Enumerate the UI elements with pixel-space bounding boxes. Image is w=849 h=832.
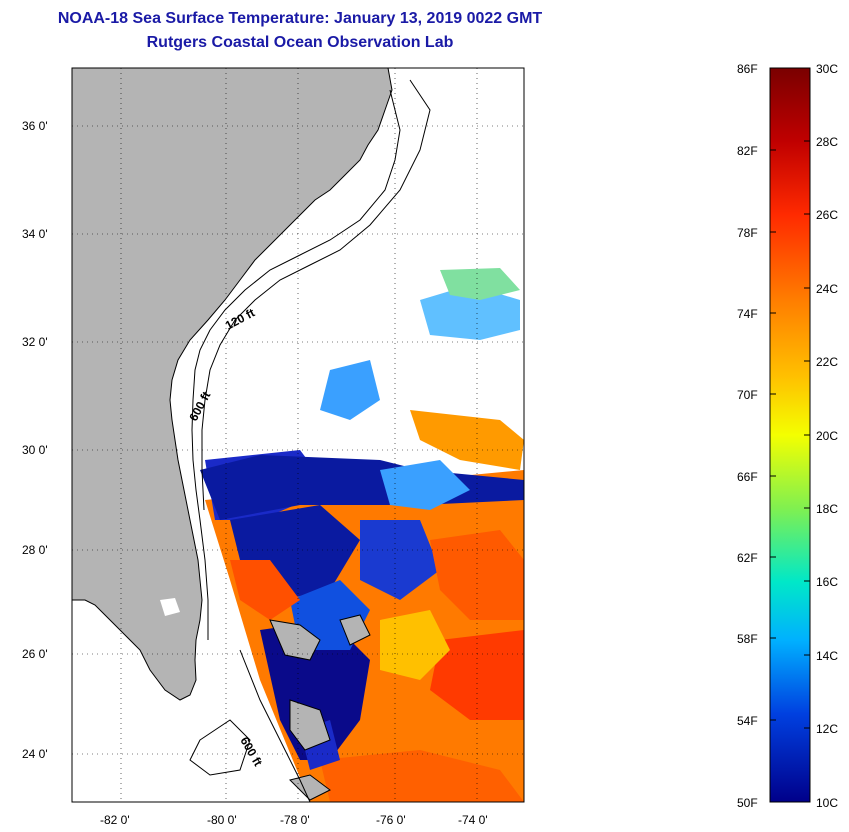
colorbar-c-label: 26C xyxy=(816,208,838,222)
lat-label: 24 0' xyxy=(22,747,48,761)
colorbar-c-label: 10C xyxy=(816,796,838,810)
land-mass xyxy=(72,68,393,701)
colorbar-c-label: 30C xyxy=(816,62,838,76)
lon-label: -80 0' xyxy=(207,813,237,827)
colorbar-c-label: 22C xyxy=(816,355,838,369)
lat-label: 36 0' xyxy=(22,119,48,133)
colorbar-f-label: 82F xyxy=(737,144,758,158)
lat-label: 28 0' xyxy=(22,543,48,557)
colorbar: 86F 82F 78F 74F 70F 66F 62F 58F 54F 50F … xyxy=(737,62,838,810)
colorbar-f-label: 62F xyxy=(737,551,758,565)
lon-label: -76 0' xyxy=(376,813,406,827)
colorbar-f-label: 86F xyxy=(737,62,758,76)
colorbar-c-label: 14C xyxy=(816,649,838,663)
lon-label: -82 0' xyxy=(100,813,130,827)
lat-label: 30 0' xyxy=(22,443,48,457)
colorbar-f-label: 50F xyxy=(737,796,758,810)
lon-label: -74 0' xyxy=(458,813,488,827)
colorbar-f-label: 58F xyxy=(737,632,758,646)
lat-label: 26 0' xyxy=(22,647,48,661)
colorbar-scale xyxy=(769,67,811,803)
colorbar-f-label: 54F xyxy=(737,714,758,728)
colorbar-c-label: 12C xyxy=(816,722,838,736)
colorbar-f-label: 74F xyxy=(737,307,758,321)
colorbar-c-label: 28C xyxy=(816,135,838,149)
colorbar-f-label: 78F xyxy=(737,226,758,240)
colorbar-c-label: 18C xyxy=(816,502,838,516)
graticule xyxy=(72,68,524,802)
map-subtitle: Rutgers Coastal Ocean Observation Lab xyxy=(146,34,454,51)
colorbar-f-label: 66F xyxy=(737,470,758,484)
map-title: NOAA-18 Sea Surface Temperature: January… xyxy=(57,10,543,27)
lat-label: 34 0' xyxy=(22,227,48,241)
lat-label: 32 0' xyxy=(22,335,48,349)
colorbar-c-label: 20C xyxy=(816,429,838,443)
colorbar-c-label: 24C xyxy=(816,282,838,296)
colorbar-f-label: 70F xyxy=(737,388,758,402)
colorbar-c-label: 16C xyxy=(816,575,838,589)
lon-label: -78 0' xyxy=(280,813,310,827)
